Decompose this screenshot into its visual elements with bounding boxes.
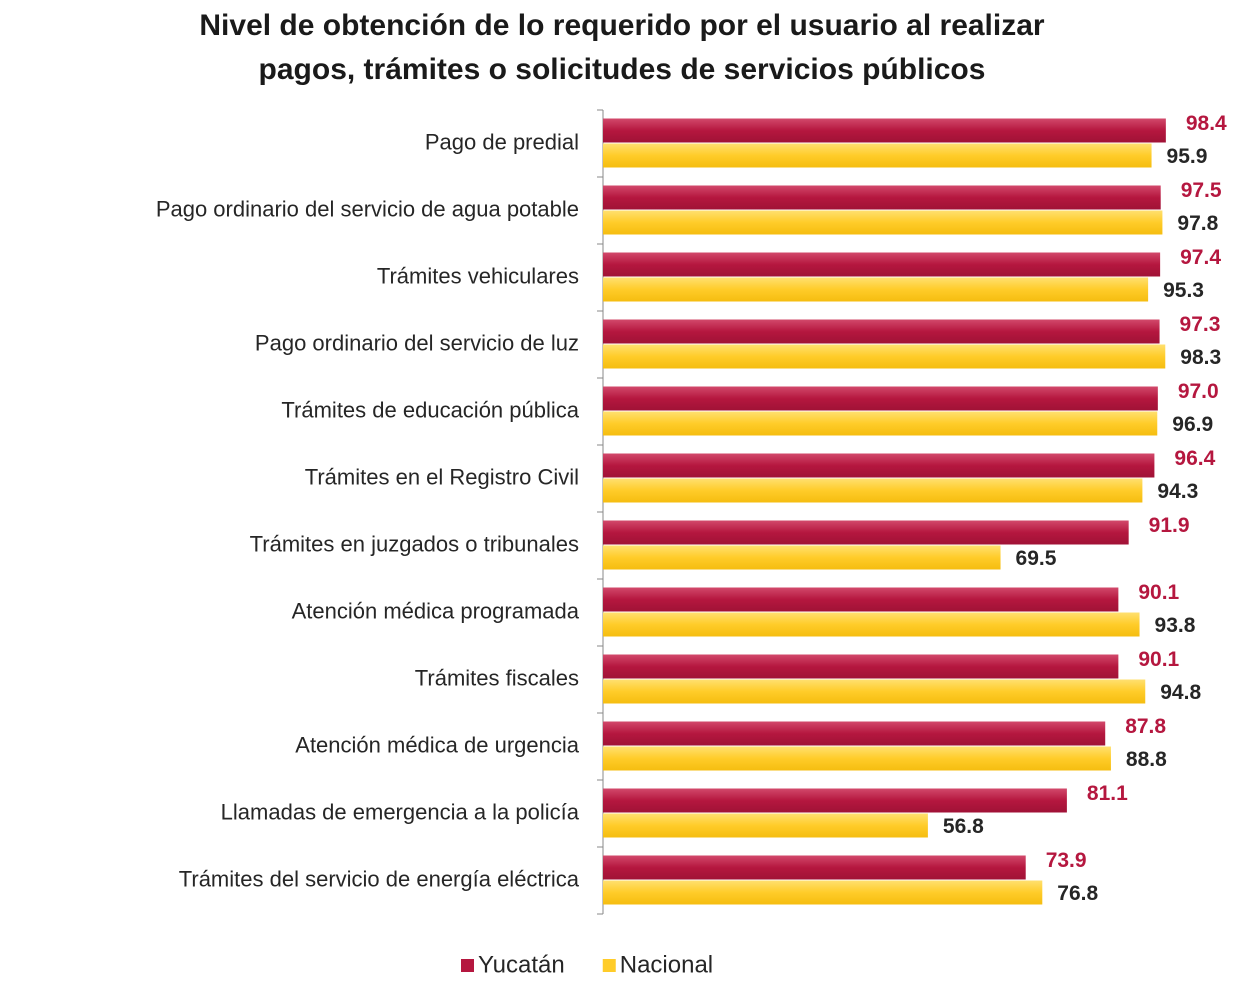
bar xyxy=(603,185,1161,210)
category-label: Pago ordinario del servicio de agua pota… xyxy=(156,196,579,221)
category-label: Atención médica programada xyxy=(292,598,580,623)
category-label: Trámites de educación pública xyxy=(281,397,579,422)
bar xyxy=(603,679,1146,704)
value-label: 88.8 xyxy=(1126,748,1167,771)
category-label: Trámites en juzgados o tribunales xyxy=(250,531,579,556)
value-label: 95.9 xyxy=(1167,145,1208,168)
legend-label: Nacional xyxy=(620,951,713,978)
bar xyxy=(603,344,1166,369)
category-label: Atención médica de urgencia xyxy=(295,732,579,757)
bar xyxy=(603,880,1043,905)
bar xyxy=(603,612,1140,637)
value-label: 97.4 xyxy=(1180,246,1221,269)
value-label: 96.9 xyxy=(1172,413,1213,436)
category-label: Trámites vehiculares xyxy=(377,263,579,288)
bar xyxy=(603,587,1119,612)
value-label: 97.5 xyxy=(1181,179,1222,202)
value-label: 96.4 xyxy=(1174,447,1215,470)
legend-swatch xyxy=(461,959,474,972)
value-label: 90.1 xyxy=(1138,648,1179,671)
bar xyxy=(603,252,1161,277)
bar xyxy=(603,721,1106,746)
category-label: Llamadas de emergencia a la policía xyxy=(221,799,580,824)
value-label: 98.3 xyxy=(1180,346,1221,369)
value-label: 97.0 xyxy=(1178,380,1219,403)
bar xyxy=(603,813,928,838)
value-label: 73.9 xyxy=(1046,849,1087,872)
bar xyxy=(603,746,1111,771)
value-label: 94.3 xyxy=(1157,480,1198,503)
bar xyxy=(603,319,1160,344)
value-label: 76.8 xyxy=(1057,882,1098,905)
legend: Yucatán Nacional xyxy=(461,951,713,978)
category-label: Trámites en el Registro Civil xyxy=(305,464,579,489)
bar xyxy=(603,478,1143,503)
value-label: 93.8 xyxy=(1155,614,1196,637)
value-label: 95.3 xyxy=(1163,279,1204,302)
legend-swatch xyxy=(602,959,616,972)
category-label: Trámites del servicio de energía eléctri… xyxy=(179,866,580,891)
bar xyxy=(603,118,1166,143)
bar xyxy=(603,654,1119,679)
bar xyxy=(603,277,1149,302)
bar xyxy=(603,411,1158,436)
value-label: 56.8 xyxy=(943,815,984,838)
value-label: 91.9 xyxy=(1149,514,1190,537)
bar xyxy=(603,788,1067,813)
bar xyxy=(603,520,1129,545)
bar xyxy=(603,386,1158,411)
value-label: 97.8 xyxy=(1177,212,1218,235)
value-label: 87.8 xyxy=(1125,715,1166,738)
legend-label: Yucatán xyxy=(478,951,565,978)
value-label: 81.1 xyxy=(1087,782,1128,805)
bar xyxy=(603,210,1163,235)
category-label: Trámites fiscales xyxy=(415,665,579,690)
category-label: Pago ordinario del servicio de luz xyxy=(255,330,579,355)
value-label: 69.5 xyxy=(1016,547,1057,570)
bar xyxy=(603,453,1155,478)
chart-title: Nivel de obtención de lo requerido por e… xyxy=(199,9,1045,86)
value-label: 90.1 xyxy=(1138,581,1179,604)
value-label: 97.3 xyxy=(1180,313,1221,336)
bar xyxy=(603,143,1152,168)
value-label: 94.8 xyxy=(1160,681,1201,704)
category-label: Pago de predial xyxy=(425,129,579,154)
bar xyxy=(603,545,1001,570)
bar xyxy=(603,855,1026,880)
value-label: 98.4 xyxy=(1186,112,1227,135)
